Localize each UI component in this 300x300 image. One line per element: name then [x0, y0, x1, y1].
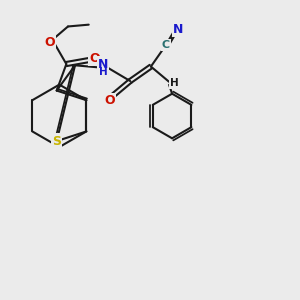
Text: O: O	[89, 52, 100, 65]
Text: O: O	[104, 94, 115, 107]
Text: N: N	[98, 58, 108, 70]
Text: H: H	[170, 78, 179, 88]
Text: H: H	[99, 67, 107, 76]
Text: N: N	[173, 23, 184, 36]
Text: C: C	[162, 40, 170, 50]
Text: S: S	[52, 135, 61, 148]
Text: O: O	[44, 36, 55, 49]
